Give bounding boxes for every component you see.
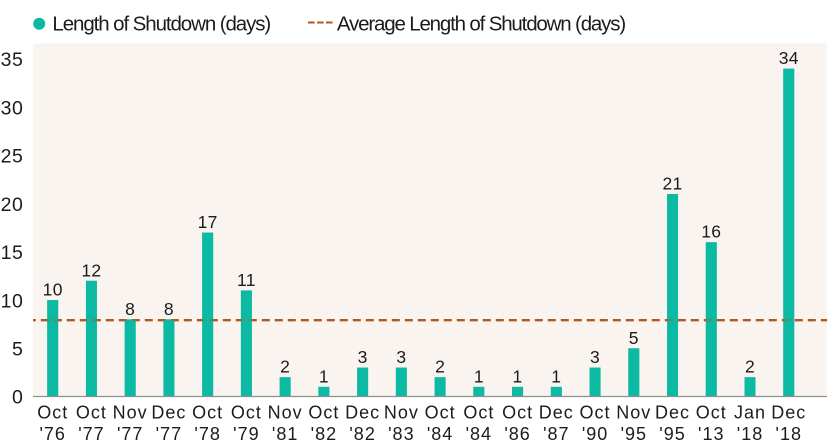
svg-text:'78: '78 (194, 424, 220, 444)
svg-text:'90: '90 (582, 424, 608, 444)
svg-text:Oct: Oct (463, 403, 494, 423)
svg-text:35: 35 (1, 49, 24, 71)
svg-text:Nov: Nov (384, 403, 419, 423)
svg-text:Oct: Oct (308, 403, 339, 423)
svg-text:'95: '95 (621, 424, 647, 444)
svg-text:'77: '77 (156, 424, 182, 444)
svg-text:'87: '87 (543, 424, 569, 444)
svg-text:2: 2 (280, 357, 290, 377)
svg-text:'18: '18 (776, 424, 802, 444)
svg-text:Average Length of Shutdown (da: Average Length of Shutdown (days) (337, 13, 625, 36)
svg-text:12: 12 (81, 260, 101, 280)
svg-text:16: 16 (701, 222, 721, 242)
svg-text:2: 2 (435, 357, 445, 377)
svg-text:15: 15 (1, 242, 24, 264)
svg-text:'83: '83 (388, 424, 414, 444)
svg-text:Oct: Oct (192, 403, 223, 423)
svg-text:11: 11 (237, 270, 256, 290)
svg-text:Dec: Dec (151, 403, 186, 423)
svg-text:'86: '86 (504, 424, 530, 444)
svg-text:8: 8 (125, 299, 135, 319)
svg-text:'77: '77 (78, 424, 104, 444)
svg-text:3: 3 (396, 347, 406, 367)
svg-text:Nov: Nov (616, 403, 651, 423)
svg-text:0: 0 (12, 387, 23, 409)
svg-text:10: 10 (1, 290, 24, 312)
svg-text:Nov: Nov (268, 403, 303, 423)
svg-text:'13: '13 (698, 424, 724, 444)
svg-text:'82: '82 (349, 424, 375, 444)
svg-text:Oct: Oct (231, 403, 262, 423)
svg-text:1: 1 (474, 366, 484, 386)
svg-text:'18: '18 (737, 424, 763, 444)
svg-text:Dec: Dec (771, 403, 806, 423)
svg-text:Oct: Oct (502, 403, 533, 423)
svg-text:'95: '95 (659, 424, 685, 444)
svg-text:'76: '76 (39, 424, 65, 444)
svg-text:20: 20 (1, 194, 24, 216)
svg-text:2: 2 (745, 357, 755, 377)
svg-text:Oct: Oct (425, 403, 456, 423)
svg-text:'84: '84 (427, 424, 453, 444)
svg-text:Nov: Nov (113, 403, 148, 423)
svg-text:21: 21 (663, 174, 683, 194)
svg-text:'79: '79 (233, 424, 259, 444)
svg-text:5: 5 (629, 328, 639, 348)
svg-text:Length of Shutdown (days): Length of Shutdown (days) (52, 13, 270, 36)
svg-text:Dec: Dec (345, 403, 380, 423)
svg-text:Jan: Jan (734, 403, 766, 423)
svg-text:Oct: Oct (37, 403, 68, 423)
svg-text:25: 25 (1, 146, 24, 168)
svg-text:1: 1 (319, 366, 329, 386)
svg-text:Oct: Oct (580, 403, 611, 423)
svg-text:3: 3 (358, 347, 368, 367)
svg-text:1: 1 (513, 366, 523, 386)
svg-text:'84: '84 (466, 424, 492, 444)
svg-text:5: 5 (12, 338, 23, 360)
svg-text:'77: '77 (117, 424, 143, 444)
svg-text:1: 1 (551, 366, 561, 386)
svg-text:34: 34 (779, 48, 799, 68)
svg-text:Dec: Dec (539, 403, 574, 423)
svg-text:Dec: Dec (655, 403, 690, 423)
svg-text:30: 30 (1, 97, 24, 119)
svg-text:Oct: Oct (696, 403, 727, 423)
svg-text:8: 8 (164, 299, 174, 319)
svg-text:17: 17 (198, 212, 218, 232)
svg-text:'82: '82 (311, 424, 337, 444)
svg-text:10: 10 (43, 280, 63, 300)
svg-text:Oct: Oct (76, 403, 107, 423)
svg-text:3: 3 (590, 347, 600, 367)
svg-text:'81: '81 (272, 424, 298, 444)
